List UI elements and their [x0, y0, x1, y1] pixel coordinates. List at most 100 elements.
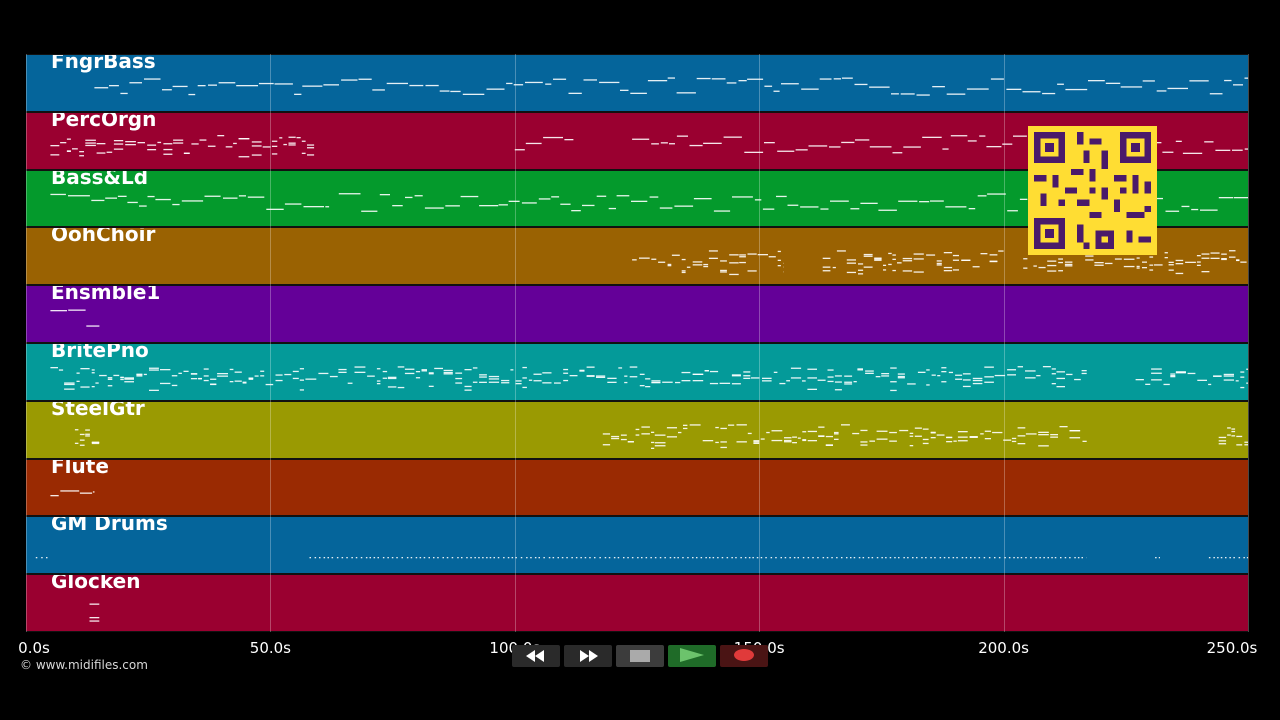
- note: [89, 603, 100, 605]
- note: [681, 259, 686, 261]
- track-lane[interactable]: BritePno: [26, 343, 1248, 401]
- fast-forward-button[interactable]: [564, 645, 612, 667]
- note: [288, 136, 296, 138]
- note: [1243, 557, 1245, 559]
- note: [522, 386, 527, 389]
- note: [198, 378, 202, 380]
- note: [869, 86, 890, 88]
- note: [325, 205, 330, 207]
- track-lane[interactable]: Ensmble1: [26, 285, 1248, 343]
- note: [853, 381, 857, 383]
- note: [1059, 425, 1068, 428]
- note: [95, 382, 99, 384]
- note: [79, 433, 85, 435]
- note: [401, 557, 403, 559]
- note: [197, 85, 206, 87]
- note: [1210, 252, 1220, 255]
- note: [124, 378, 134, 380]
- track-lane[interactable]: Glocken: [26, 574, 1248, 632]
- note: [942, 148, 949, 150]
- note: [681, 272, 686, 274]
- rewind-button[interactable]: [512, 645, 560, 667]
- note: [952, 557, 955, 559]
- note: [994, 557, 996, 559]
- piano-roll[interactable]: FngrBass PercOrgn Bass&Ld OohChoir Ensmble1 B…: [26, 54, 1249, 632]
- track-lane[interactable]: Flute: [26, 458, 1248, 517]
- note: [1038, 431, 1049, 433]
- note: [616, 194, 630, 196]
- note: [120, 92, 128, 95]
- note: [233, 142, 237, 144]
- note: [762, 208, 775, 210]
- note: [183, 370, 189, 372]
- note: [645, 557, 648, 559]
- note: [1025, 433, 1037, 435]
- note: [190, 373, 198, 375]
- note: [1229, 256, 1236, 259]
- track-lane[interactable]: FngrBass: [26, 54, 1248, 112]
- note: [728, 424, 735, 426]
- note: [599, 557, 601, 559]
- note: [379, 193, 390, 195]
- note: [1013, 135, 1027, 137]
- note: [639, 385, 645, 387]
- note: [654, 434, 666, 436]
- note: [627, 440, 634, 443]
- note: [450, 90, 461, 93]
- note: [387, 377, 397, 380]
- note: [762, 377, 772, 379]
- note: [1175, 372, 1186, 374]
- note: [693, 197, 712, 199]
- note: [865, 372, 874, 374]
- note: [528, 379, 533, 381]
- track-notes: [35, 557, 1248, 559]
- note: [341, 79, 358, 81]
- note: [874, 258, 882, 261]
- note: [120, 378, 124, 381]
- note: [713, 209, 731, 212]
- note: [892, 270, 896, 272]
- note: [974, 557, 976, 559]
- note: [1035, 557, 1037, 559]
- note: [889, 440, 897, 442]
- note: [671, 254, 680, 257]
- note: [878, 209, 897, 211]
- note: [747, 432, 752, 434]
- note: [566, 557, 568, 559]
- note: [149, 369, 159, 371]
- note: [641, 426, 650, 428]
- track-lane[interactable]: OohChoir: [26, 227, 1248, 286]
- play-button[interactable]: [668, 645, 716, 667]
- note: [875, 376, 881, 378]
- note: [631, 557, 634, 559]
- note: [1064, 264, 1073, 266]
- note: [218, 82, 236, 84]
- note: [561, 557, 564, 559]
- note: [841, 423, 850, 426]
- note: [874, 257, 882, 260]
- note: [673, 557, 676, 559]
- note: [1231, 428, 1236, 430]
- note: [583, 79, 597, 81]
- copyright-text: © www.midifiles.com: [20, 658, 148, 672]
- note: [68, 194, 90, 196]
- note: [807, 388, 817, 390]
- note: [397, 366, 405, 368]
- note: [309, 557, 311, 559]
- note: [984, 437, 991, 440]
- track-lane[interactable]: GM Drums: [26, 516, 1248, 575]
- track-lane[interactable]: SteelGtr: [26, 400, 1248, 459]
- track-notes: [50, 134, 1248, 158]
- note: [867, 557, 870, 559]
- note: [199, 139, 207, 141]
- note: [382, 377, 388, 379]
- note: [777, 150, 795, 152]
- note: [876, 557, 879, 559]
- note: [553, 78, 567, 80]
- note: [1240, 386, 1245, 389]
- stop-button[interactable]: [616, 645, 664, 667]
- note: [984, 381, 994, 383]
- note: [442, 557, 444, 559]
- note: [479, 204, 499, 206]
- record-button[interactable]: [720, 645, 768, 667]
